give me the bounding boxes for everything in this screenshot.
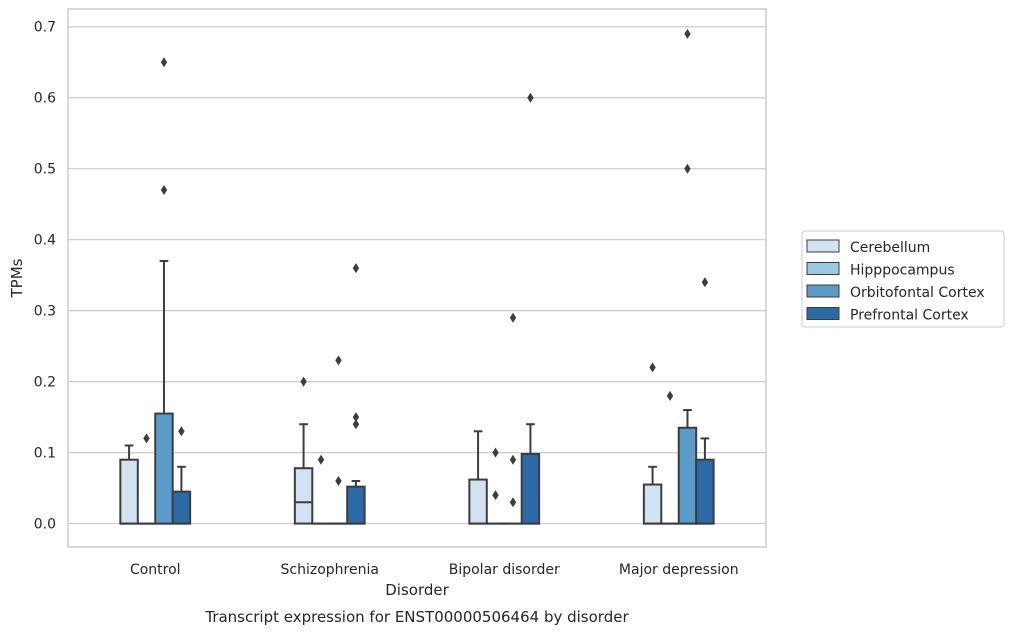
legend-swatch: [806, 307, 840, 320]
box-body: [346, 485, 366, 525]
box-body: [293, 467, 314, 525]
legend-swatch: [806, 239, 840, 253]
box-cerebellum: [642, 362, 663, 525]
outlier-point: [492, 447, 499, 458]
box-body: [520, 453, 541, 525]
box-orbitofontal-cortex: [154, 57, 174, 525]
box-body: [677, 426, 698, 525]
outlier-point: [649, 362, 656, 373]
outlier-point: [666, 390, 674, 401]
outlier-point: [509, 454, 517, 465]
legend-label: Hipppocampus: [850, 263, 955, 279]
box-prefrontal-cortex: [520, 92, 541, 525]
legend-swatch: [806, 284, 840, 298]
outlier-point: [317, 454, 325, 465]
legend-swatch: [806, 262, 840, 275]
outlier-point: [352, 412, 360, 423]
outlier-point: [509, 497, 517, 508]
x-tick-label: Schizophrenia: [281, 562, 379, 578]
outlier-point: [509, 312, 517, 323]
box-body: [468, 478, 488, 525]
y-tick-label: 0.2: [34, 375, 56, 391]
outlier-point: [684, 28, 691, 39]
outlier-point: [335, 355, 342, 366]
box-prefrontal-cortex: [346, 263, 366, 525]
box-orbitofontal-cortex: [503, 312, 523, 525]
box-hipppocampus: [136, 433, 157, 525]
outlier-point: [684, 163, 691, 174]
y-tick-label: 0.0: [34, 517, 56, 533]
box-cerebellum: [293, 376, 314, 525]
outlier-point: [492, 490, 499, 501]
x-tick-label: Bipolar disorder: [449, 562, 560, 578]
box-body: [695, 458, 715, 525]
outlier-point: [352, 263, 360, 274]
box-body: [154, 412, 174, 525]
y-tick-label: 0.6: [34, 91, 56, 107]
y-tick-label: 0.1: [34, 446, 56, 462]
box-cerebellum: [468, 430, 488, 525]
box-hipppocampus: [485, 447, 506, 525]
box-series: [119, 28, 715, 525]
legend: Cerebellum Hipppocampus Orbitofontal Corte…: [801, 230, 1005, 328]
x-axis-ticks: Control Schizophrenia Bipolar disorder Majo…: [130, 562, 739, 578]
chart-caption: Transcript expression for ENST0000050646…: [204, 608, 629, 626]
outlier-point: [701, 277, 709, 288]
y-tick-label: 0.4: [34, 233, 56, 249]
outlier-point: [300, 376, 307, 387]
x-tick-label: Control: [130, 562, 181, 578]
box-orbitofontal-cortex: [677, 28, 698, 525]
y-axis-ticks: 0.0 0.1 0.2 0.3 0.4 0.5 0.6 0.7: [34, 20, 56, 533]
box-hipppocampus: [660, 390, 680, 525]
y-axis-label: TPMs: [8, 258, 26, 298]
legend-label: Prefrontal Cortex: [850, 308, 969, 324]
box-body: [171, 490, 192, 525]
x-axis-label: Disorder: [385, 581, 449, 599]
outlier-point: [335, 475, 342, 486]
outlier-point: [143, 433, 150, 444]
legend-label: Orbitofontal Cortex: [850, 285, 985, 301]
plot-frame: [67, 8, 767, 548]
outlier-point: [527, 92, 534, 103]
outlier-point: [352, 419, 360, 430]
grid-lines: [68, 26, 766, 525]
x-tick-label: Major depression: [619, 562, 739, 578]
outlier-point: [160, 184, 168, 195]
box-prefrontal-cortex: [695, 277, 715, 525]
outlier-point: [178, 426, 185, 437]
legend-box: [801, 230, 1005, 328]
box-cerebellum: [119, 444, 139, 525]
y-tick-label: 0.3: [34, 304, 56, 320]
box-hipppocampus: [311, 454, 331, 525]
outlier-point: [160, 57, 168, 68]
box-body: [642, 483, 663, 525]
y-tick-label: 0.5: [34, 162, 56, 178]
y-tick-label: 0.7: [34, 20, 56, 36]
box-orbitofontal-cortex: [328, 355, 349, 525]
box-prefrontal-cortex: [171, 426, 192, 525]
legend-label: Cerebellum: [850, 240, 930, 256]
box-body: [119, 458, 139, 525]
